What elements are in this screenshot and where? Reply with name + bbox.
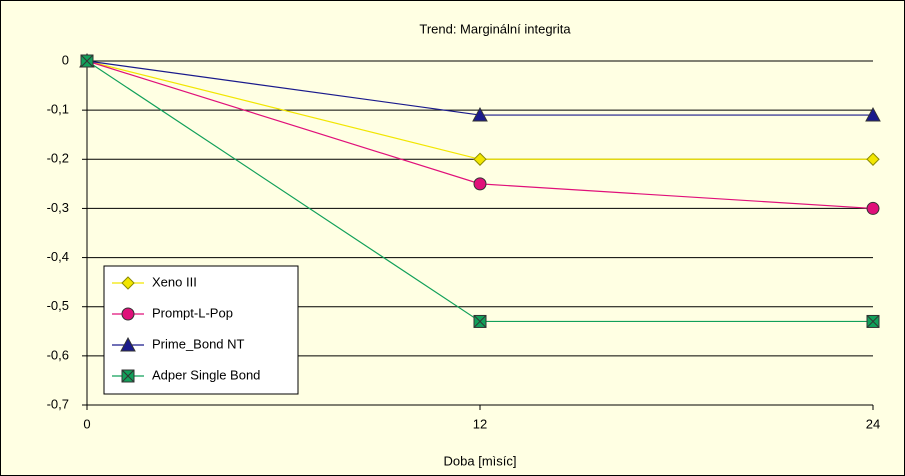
marker	[865, 107, 881, 122]
marker	[120, 336, 136, 352]
marker	[121, 307, 135, 321]
chart-title: Trend: Marginální integrita	[419, 21, 571, 36]
x-axis-label: Doba [mìsíc]	[444, 453, 517, 468]
marker-cross	[473, 315, 487, 328]
y-tick-label: -0,7	[47, 396, 69, 411]
legend-label: Prompt-L-Pop	[152, 305, 233, 320]
marker	[473, 314, 487, 328]
y-tick-label: -0,2	[47, 151, 69, 166]
y-tick-label: -0,4	[47, 249, 69, 264]
marker-cross	[121, 369, 135, 383]
marker	[121, 276, 135, 290]
marker	[866, 201, 880, 215]
legend-label: Xeno III	[152, 274, 197, 289]
legend-box	[103, 265, 299, 395]
marker-cross	[866, 315, 880, 328]
marker	[121, 369, 135, 383]
marker	[473, 177, 487, 191]
y-tick-label: 0	[62, 52, 69, 67]
legend: Xeno III Prompt-L-Pop Prime_Bond NT Adper S…	[103, 265, 299, 395]
y-tick-label: -0,5	[47, 298, 69, 313]
x-tick-label: 0	[83, 416, 90, 431]
marker	[80, 54, 94, 68]
x-tick-label: 12	[473, 416, 487, 431]
marker	[866, 152, 880, 166]
marker	[866, 314, 880, 328]
legend-label: Prime_Bond NT	[152, 336, 245, 351]
marker	[473, 152, 487, 166]
x-tick-label: 24	[866, 416, 880, 431]
marker	[472, 107, 488, 122]
y-tick-label: -0,6	[47, 347, 69, 362]
y-tick-label: -0,1	[47, 102, 69, 117]
marker-cross	[80, 54, 94, 68]
y-tick-label: -0,3	[47, 200, 69, 215]
legend-label: Adper Single Bond	[152, 367, 260, 382]
